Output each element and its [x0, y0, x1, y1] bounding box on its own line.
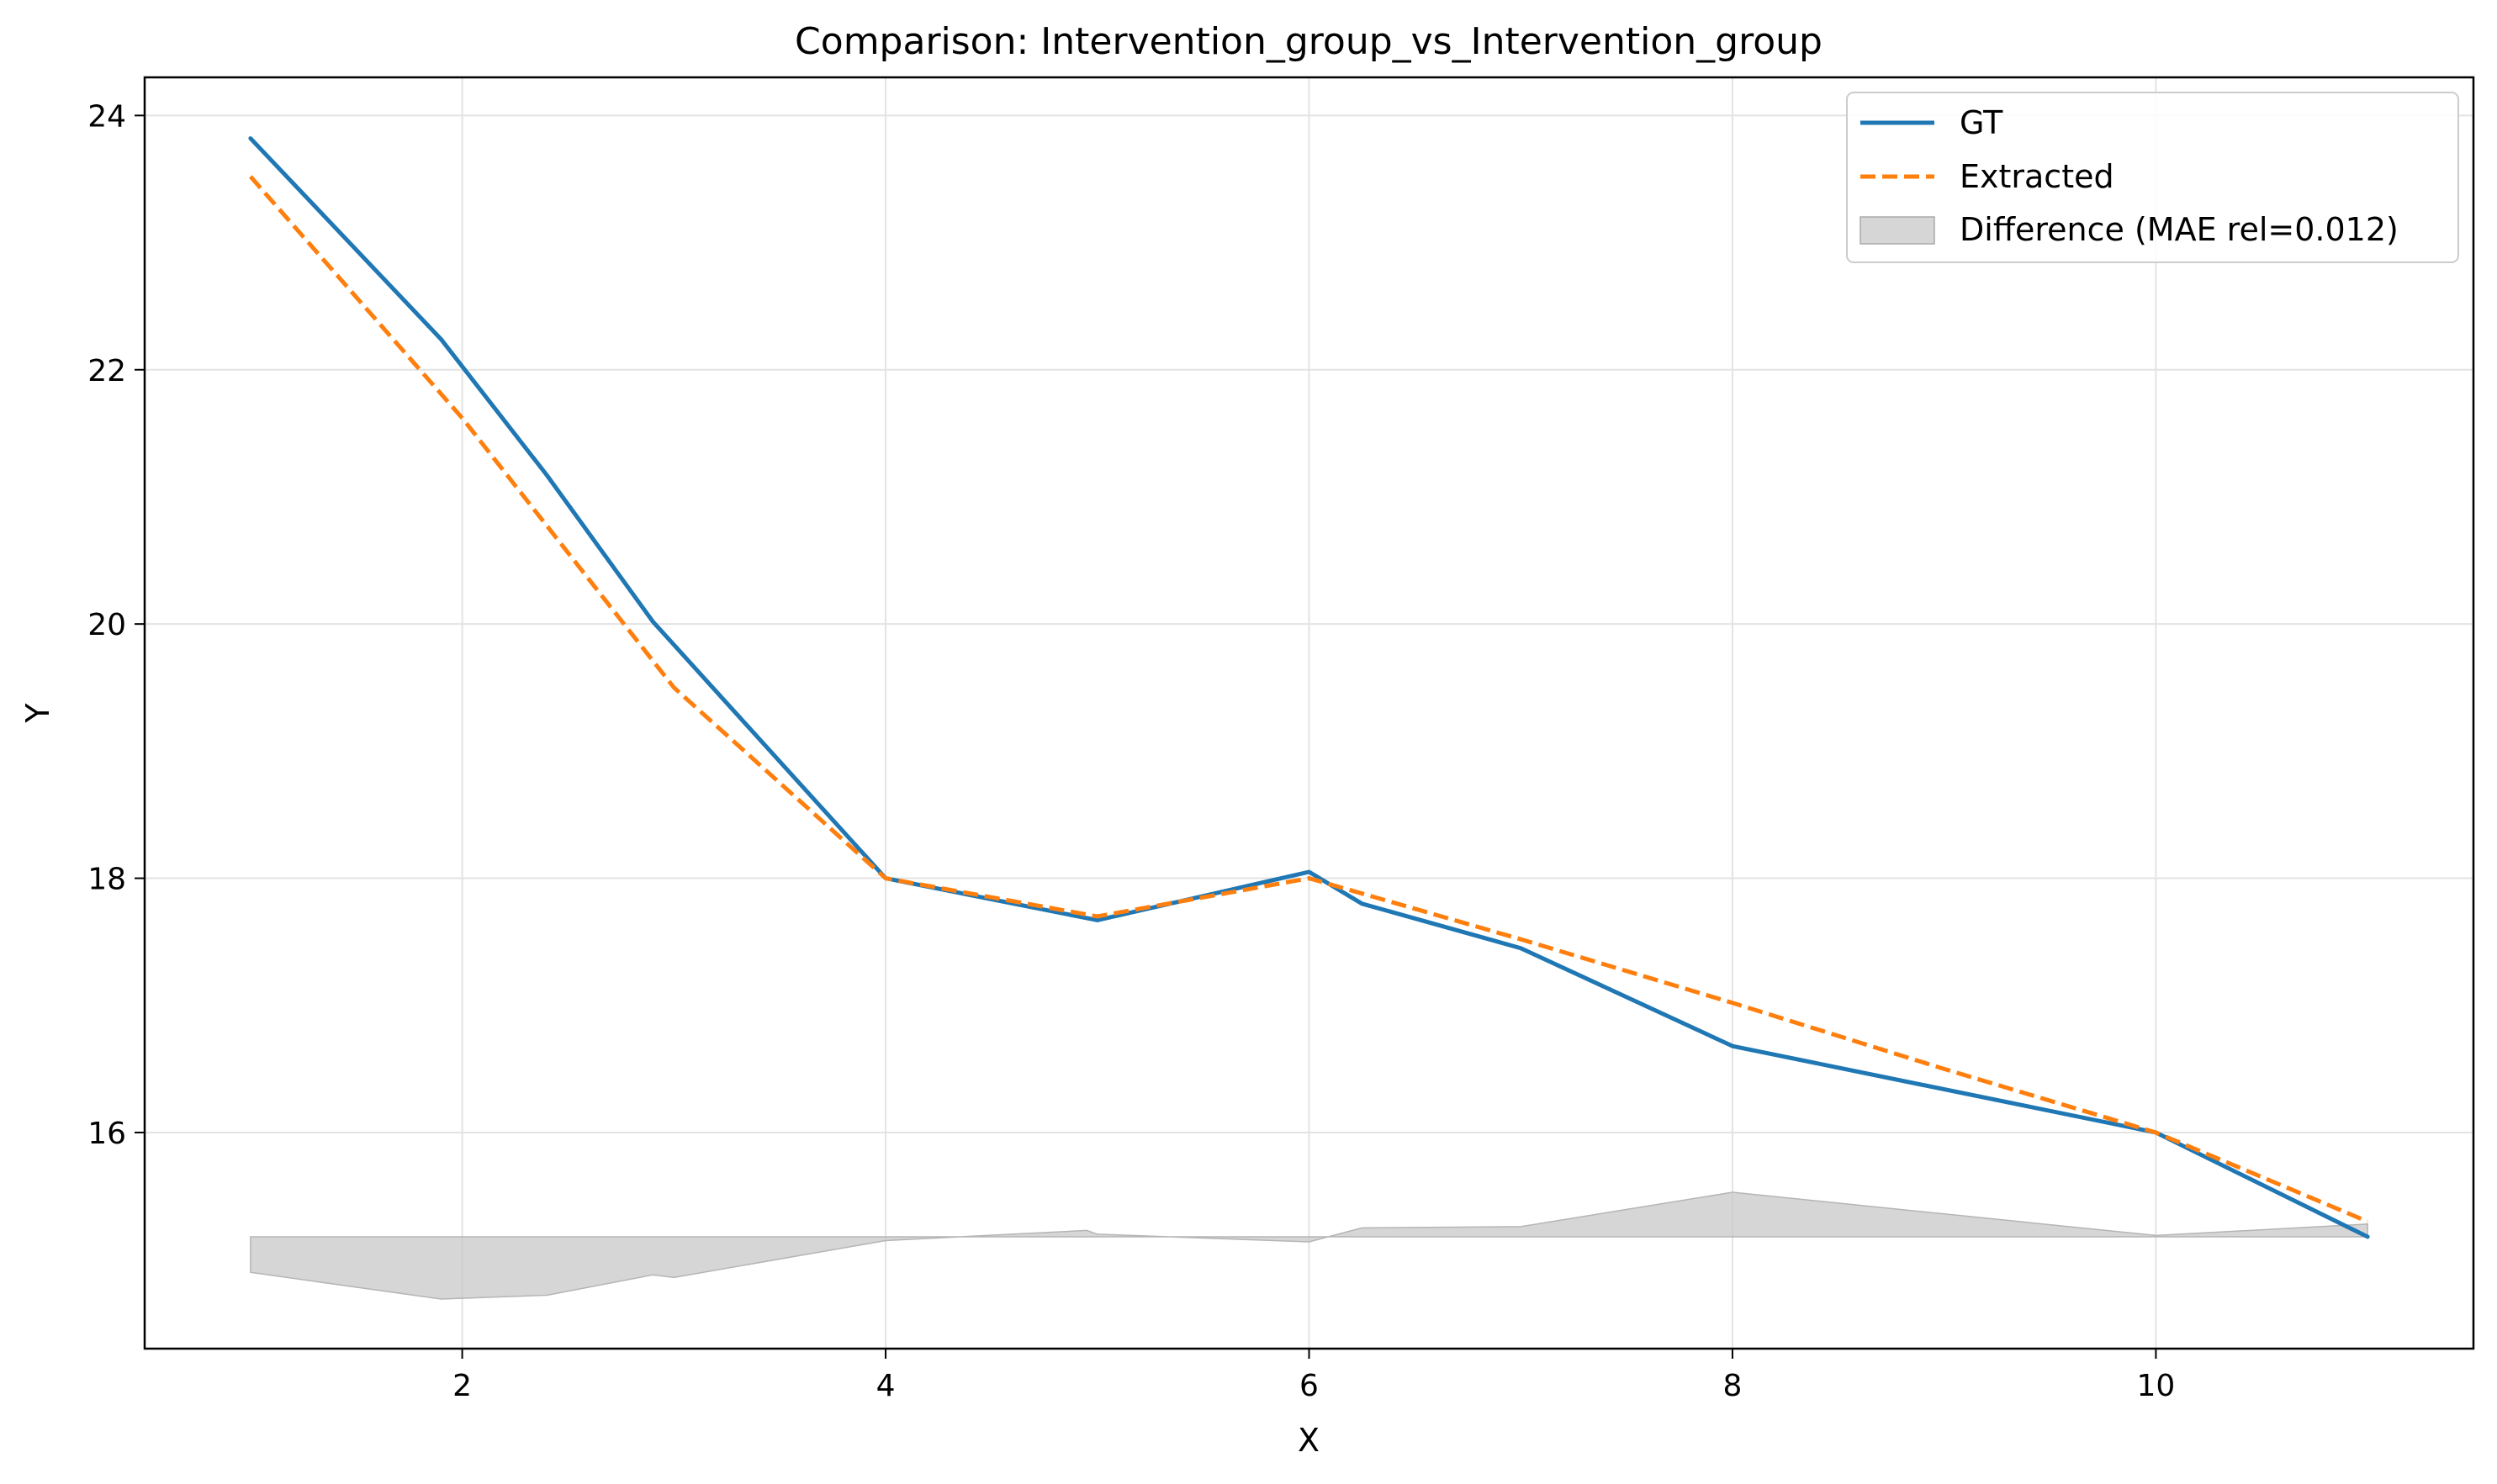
- x-axis-label: X: [1298, 1422, 1320, 1459]
- x-tick-label: 10: [2137, 1369, 2176, 1403]
- y-tick-label: 16: [87, 1117, 126, 1151]
- legend: GT Extracted Difference (MAE rel=0.012): [1846, 92, 2459, 263]
- series-layer: [248, 136, 2370, 1239]
- y-axis-label: Y: [19, 703, 56, 724]
- x-tick-label: 2: [452, 1369, 472, 1403]
- legend-box: [1846, 92, 2459, 263]
- legend-label-difference: Difference (MAE rel=0.012): [1960, 211, 2399, 248]
- legend-label-extracted: Extracted: [1960, 158, 2114, 195]
- x-tick-label: 6: [1299, 1369, 1319, 1403]
- y-tick-label: 18: [87, 863, 126, 897]
- y-tick-label: 20: [87, 608, 126, 642]
- series-line-extracted: [248, 175, 2369, 1224]
- chart-title: Comparison: Intervention_group_vs_Interv…: [795, 20, 1822, 63]
- x-tick-label: 4: [876, 1369, 896, 1403]
- y-tick-label: 22: [87, 354, 126, 388]
- x-tick-label: 8: [1723, 1369, 1743, 1403]
- y-tick-label: 24: [87, 99, 126, 134]
- legend-label-gt: GT: [1960, 104, 2003, 141]
- legend-swatch-difference: [1860, 216, 1935, 245]
